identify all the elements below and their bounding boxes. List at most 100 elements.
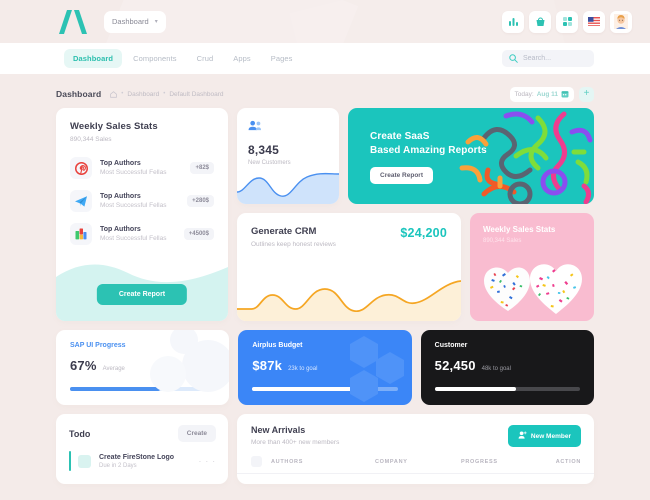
flag-icon[interactable] <box>583 10 605 33</box>
author-name: Top Authors <box>100 193 141 200</box>
weekly-sales-title: Weekly Sales Stats <box>70 121 158 132</box>
search-placeholder: Search... <box>523 55 552 62</box>
home-icon[interactable] <box>110 85 118 103</box>
column-progress: PROGRESS <box>461 458 498 465</box>
tab-dashboard[interactable]: Dashboard <box>64 49 123 68</box>
pink-card-subtitle: 890,344 Sales <box>483 238 522 244</box>
people-icon <box>248 118 262 135</box>
date-picker-value: Aug 11 <box>536 90 558 98</box>
todo-accent-bar <box>69 451 71 471</box>
speckled-hearts-image <box>470 251 594 321</box>
navbar: Dashboard Components Crud Apps Pages Sea… <box>0 43 650 74</box>
row-one: 8,345 New Customers <box>237 108 594 204</box>
progress-bar-fill <box>434 387 517 391</box>
author-badge: +4500$ <box>183 228 214 240</box>
progress-bar <box>434 387 580 391</box>
table-header-row: AUTHORS COMPANY PROGRESS ACTION <box>237 447 594 474</box>
customer-card: Customer 52,450 48k to goal <box>420 330 594 405</box>
generate-crm-subtitle: Outlines keep honest reviews <box>251 241 336 248</box>
author-badge: +280$ <box>187 195 214 207</box>
saas-banner-card: Create SaaS Based Amazing Reports Create… <box>348 108 594 204</box>
saas-banner-line1: Create SaaS <box>370 131 430 142</box>
search-icon <box>509 50 518 68</box>
circles-decoration <box>56 330 230 405</box>
create-report-button[interactable]: Create Report <box>96 284 188 305</box>
date-picker[interactable]: Today: Aug 11 <box>509 86 574 102</box>
todo-item-name: Create FireStone Logo <box>99 453 175 461</box>
abstract-pattern-decoration <box>454 108 594 204</box>
author-list: Top Authors Most Successful Fellas +82$ <box>70 157 214 245</box>
progress-bar-fill <box>252 387 365 391</box>
saas-banner-line2: Based Amazing Reports <box>370 145 487 156</box>
select-all-checkbox[interactable] <box>251 456 262 467</box>
stat-title: Customer <box>434 342 468 349</box>
hexagon-decoration <box>238 330 411 405</box>
weekly-sales-subtitle: 890,344 Sales <box>70 136 112 143</box>
breadcrumb-item-default-dashboard[interactable]: Default Dashboard <box>169 90 224 98</box>
add-user-icon <box>518 431 527 441</box>
brand-select-label: Dashboard <box>112 17 149 26</box>
app-logo[interactable] <box>56 9 90 34</box>
row-two: Generate CRM Outlines keep honest review… <box>237 213 594 321</box>
todo-item-due: Due in 2 Days <box>99 462 137 469</box>
more-options-icon[interactable]: · · · <box>198 456 216 466</box>
author-subtitle: Most Successful Fellas <box>100 235 167 242</box>
weekly-sales-pink-card: Weekly Sales Stats 890,344 Sales <box>470 213 594 321</box>
generate-crm-chart <box>237 265 461 321</box>
row-four: Todo Create Create FireStone Logo Due in… <box>56 414 594 484</box>
column-action: ACTION <box>555 458 581 465</box>
page-title: Dashboard <box>56 89 102 99</box>
search-input[interactable]: Search... <box>502 50 594 67</box>
todo-create-button[interactable]: Create <box>177 425 216 442</box>
breadcrumb-item-dashboard[interactable]: Dashboard <box>127 90 160 98</box>
tab-components[interactable]: Components <box>133 54 177 63</box>
nav-tabs: Dashboard Components Crud Apps Pages <box>64 49 302 68</box>
row-three: SAP UI Progress 67% Average <box>56 330 594 405</box>
grid-icon[interactable] <box>556 10 578 33</box>
brand-select[interactable]: Dashboard ▾ <box>104 10 166 33</box>
todo-card: Todo Create Create FireStone Logo Due in… <box>56 414 228 484</box>
breadcrumb-separator-1: • <box>121 91 124 97</box>
list-item[interactable]: Top Authors Most Successful Fellas +82$ <box>70 157 214 179</box>
saas-create-report-button[interactable]: Create Report <box>370 167 433 184</box>
date-picker-label: Today: <box>514 90 534 98</box>
topbar-icons <box>502 10 632 33</box>
list-item[interactable]: Top Authors Most Successful Fellas +4500… <box>70 223 214 245</box>
breadcrumb: Dashboard • Dashboard • Default Dashboar… <box>56 83 594 105</box>
new-customers-value: 8,345 <box>248 143 280 157</box>
list-item[interactable]: Top Authors Most Successful Fellas +280$ <box>70 190 214 212</box>
stat-title: Airplus Budget <box>252 342 303 349</box>
weekly-sales-stats-card: Weekly Sales Stats 890,344 Sales <box>56 108 228 321</box>
avatar-icon[interactable] <box>610 10 632 33</box>
progress-bar <box>252 387 398 391</box>
sap-ui-progress-card: SAP UI Progress 67% Average <box>56 330 230 405</box>
author-name: Top Authors <box>100 160 141 167</box>
tab-pages[interactable]: Pages <box>270 54 293 63</box>
add-widget-button[interactable]: + <box>579 86 594 102</box>
generate-crm-card: Generate CRM Outlines keep honest review… <box>237 213 461 321</box>
left-column: Weekly Sales Stats 890,344 Sales <box>56 108 228 321</box>
column-company: COMPANY <box>375 458 408 465</box>
chevron-down-icon: ▾ <box>154 19 158 25</box>
generate-crm-title: Generate CRM <box>251 226 317 237</box>
dashboard-grid: Weekly Sales Stats 890,344 Sales <box>56 108 594 321</box>
new-customers-sparkline <box>237 168 339 204</box>
todo-title: Todo <box>69 428 91 439</box>
stat-value: 52,450 <box>434 358 476 373</box>
list-item[interactable]: Create FireStone Logo Due in 2 Days · · … <box>56 442 228 471</box>
tab-apps[interactable]: Apps <box>233 54 251 63</box>
chart-icon[interactable] <box>502 10 524 33</box>
generate-crm-amount: $24,200 <box>400 226 447 240</box>
tab-crud[interactable]: Crud <box>196 54 214 63</box>
content: Dashboard • Dashboard • Default Dashboar… <box>0 74 650 484</box>
breadcrumb-separator-2: • <box>163 91 166 97</box>
pink-card-title: Weekly Sales Stats <box>483 225 556 234</box>
stat-value: 67% <box>70 358 97 373</box>
new-member-button[interactable]: New Member <box>507 425 581 447</box>
airplus-budget-card: Airplus Budget $87k 23k to goal <box>238 330 412 405</box>
author-name: Top Authors <box>100 226 141 233</box>
pinterest-icon <box>70 157 92 179</box>
basket-icon[interactable] <box>529 10 551 33</box>
new-member-label: New Member <box>530 432 571 440</box>
